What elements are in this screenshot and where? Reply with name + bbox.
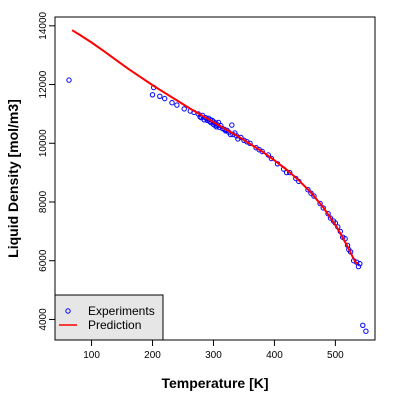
axis-ticks: 100 200 300 400 500 4000 6000 8000 10000 12000 140… [38, 11, 344, 361]
experiment-point [162, 95, 168, 102]
plot-data [66, 29, 369, 334]
y-tick-label: 4000 [38, 308, 49, 331]
experiment-point [287, 169, 293, 176]
x-tick-label: 300 [205, 350, 222, 361]
experiment-point [169, 100, 175, 106]
y-tick-label: 8000 [38, 190, 49, 213]
experiment-point [244, 139, 250, 145]
experiment-point [355, 263, 362, 270]
experiment-point [149, 92, 156, 98]
experiment-point [320, 205, 326, 211]
experiment-point [317, 200, 323, 207]
experiment-point [308, 190, 314, 196]
x-axis-title: Temperature [K] [161, 375, 268, 391]
legend-box [54, 294, 164, 341]
y-tick-label: 6000 [38, 249, 49, 272]
legend-point-swatch [65, 308, 71, 314]
experiment-point [157, 93, 163, 100]
legend-label: Prediction [88, 318, 141, 332]
y-tick-label: 12000 [38, 70, 49, 98]
experiment-point [181, 106, 187, 112]
y-tick-label: 14000 [38, 11, 49, 39]
experiment-point [360, 322, 366, 328]
experiment-point [229, 122, 235, 128]
experiment-point [327, 215, 334, 221]
y-axis-title: Liquid Density [mol/m3] [5, 99, 21, 258]
prediction-line [71, 29, 359, 265]
x-tick-label: 500 [327, 350, 344, 361]
experiment-point [305, 187, 311, 193]
x-tick-label: 400 [266, 350, 283, 361]
experiment-point [363, 328, 369, 334]
experiment-point [174, 102, 180, 108]
experiment-point [311, 193, 317, 199]
experiment-point [259, 148, 265, 155]
plot-frame [54, 16, 376, 341]
legend-label: Experiments [88, 304, 155, 318]
x-tick-label: 200 [144, 350, 161, 361]
y-tick-label: 10000 [38, 129, 49, 157]
experiment-point [66, 77, 72, 83]
x-tick-label: 100 [83, 350, 100, 361]
